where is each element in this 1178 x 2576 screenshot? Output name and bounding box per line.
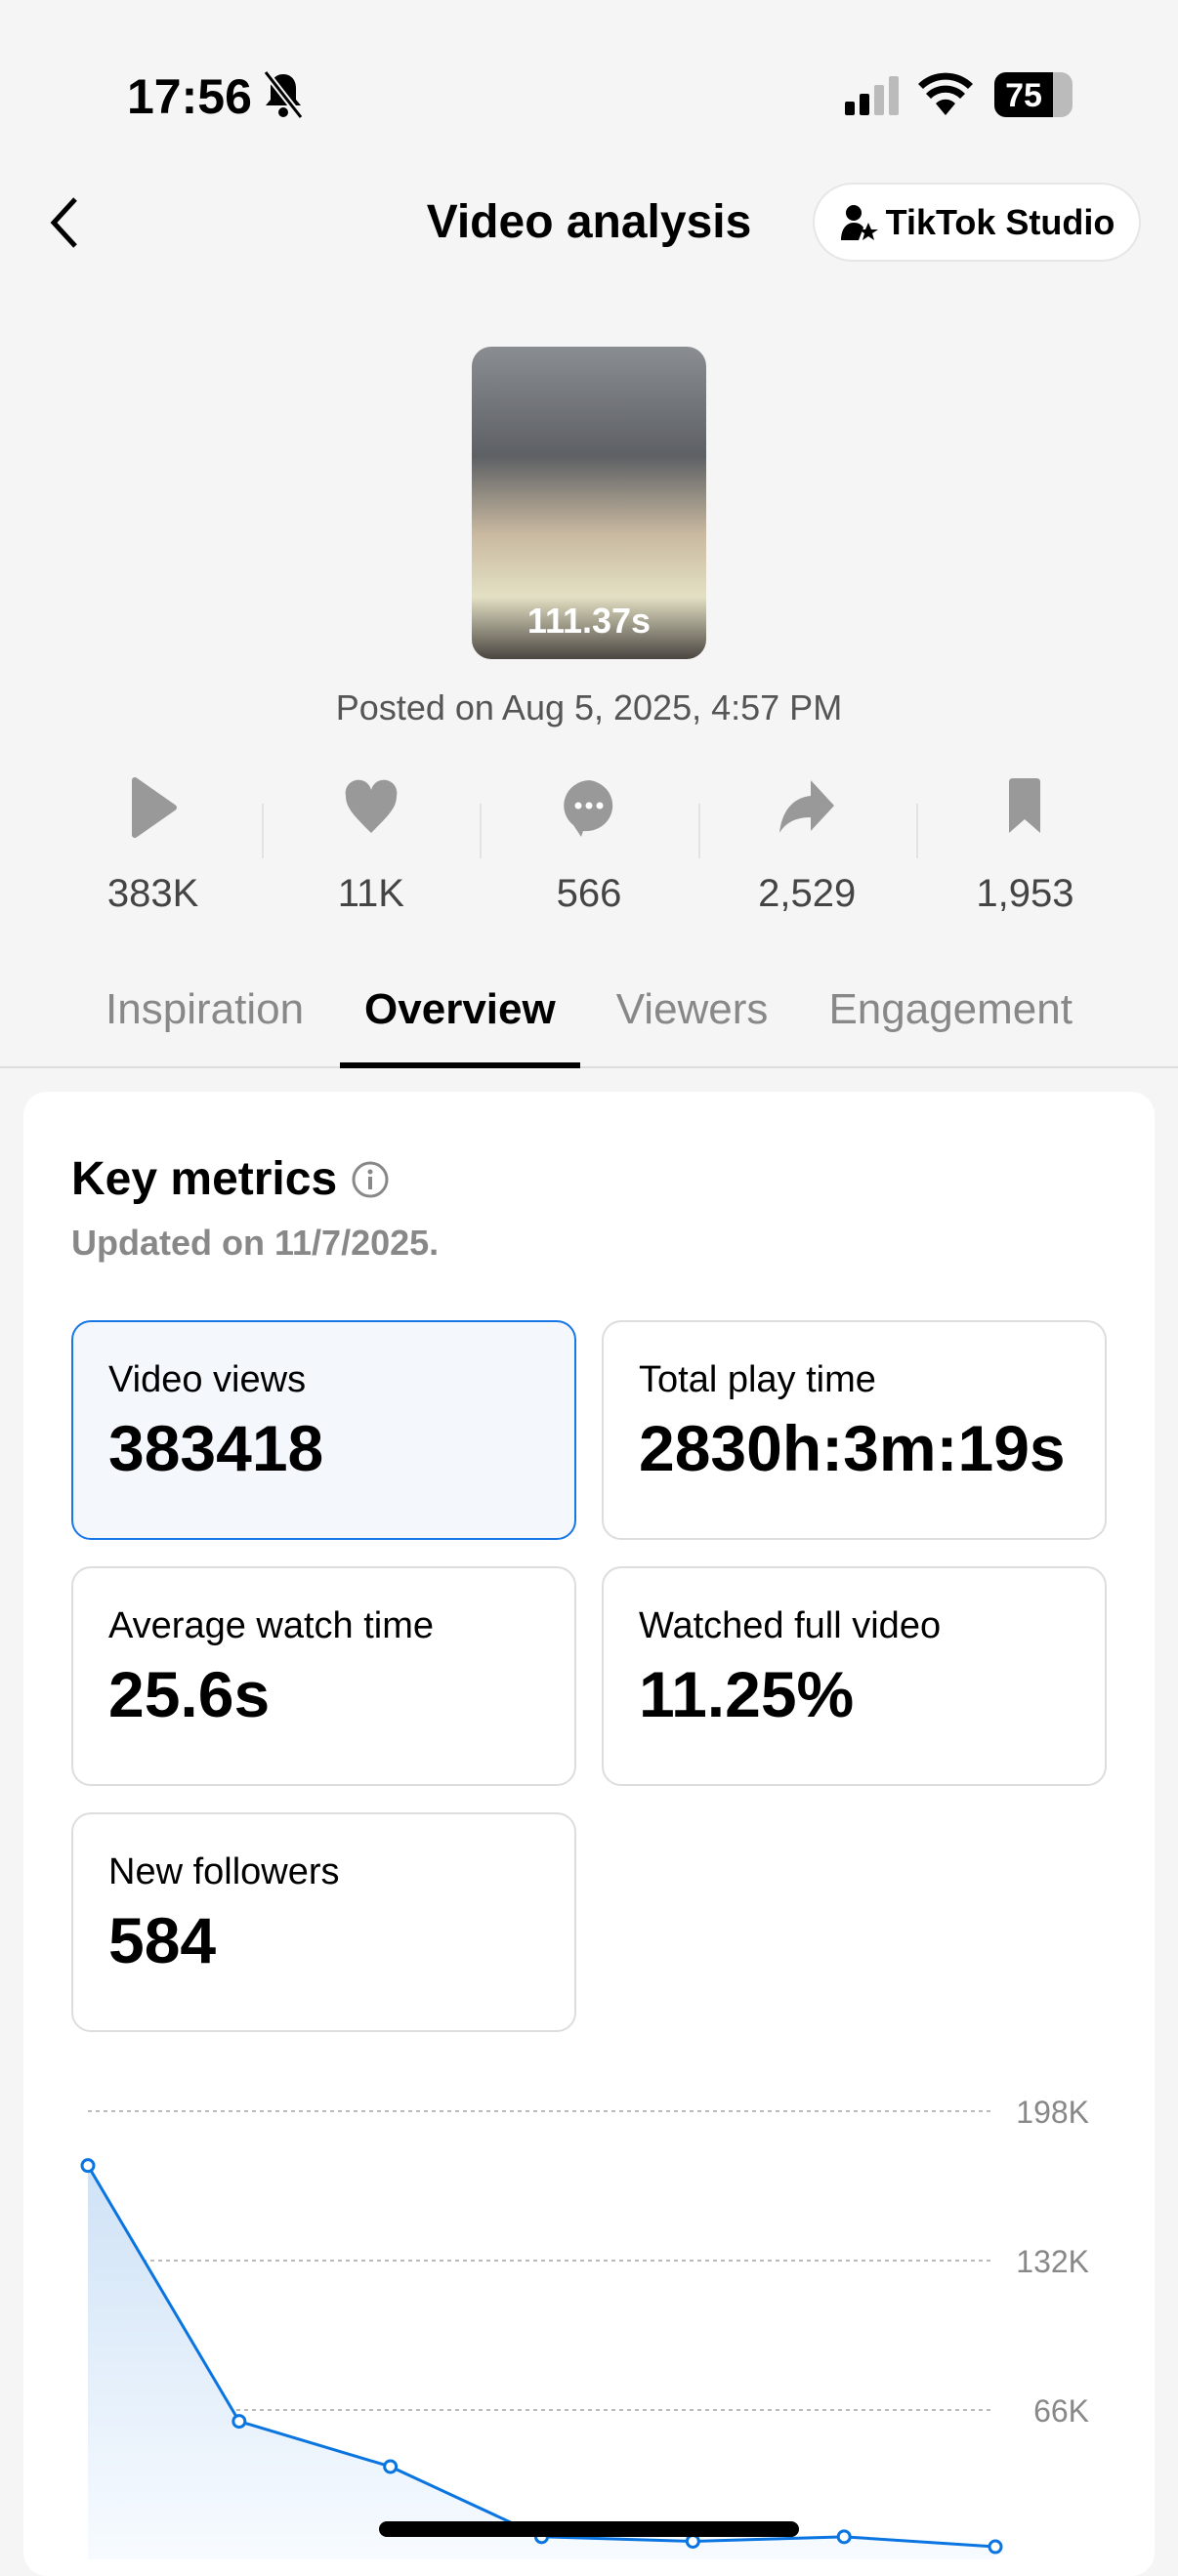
stat-value: 566 <box>556 872 622 915</box>
metric-value: 25.6s <box>108 1658 271 1730</box>
stats-row: 383K 11K 566 2,529 1,953 <box>44 776 1134 916</box>
stat-views: 383K <box>44 776 262 916</box>
stat-value: 1,953 <box>976 872 1074 915</box>
stat-value: 383K <box>106 872 199 915</box>
data-point[interactable] <box>836 2529 852 2545</box>
y-tick-label: 198K <box>1016 2095 1089 2130</box>
comment-icon <box>564 780 613 837</box>
home-indicator[interactable] <box>379 2521 799 2537</box>
heart-icon <box>345 779 398 833</box>
data-point[interactable] <box>80 2158 96 2174</box>
chevron-left-icon[interactable] <box>44 193 83 252</box>
data-point[interactable] <box>383 2459 399 2474</box>
updated-date: Updated on 11/7/2025. <box>71 1223 440 1263</box>
signal-icon <box>845 76 899 115</box>
status-time: 17:56 <box>127 69 252 124</box>
tab-engagement[interactable]: Engagement <box>828 985 1073 1033</box>
metric-new-followers[interactable]: New followers 584 <box>71 1812 576 2032</box>
metric-label: Total play time <box>639 1359 876 1400</box>
studio-label: TikTok Studio <box>885 201 1115 242</box>
y-tick-label: 132K <box>1016 2244 1089 2279</box>
views-chart: 198K 132K 66K <box>80 2095 1089 2559</box>
metric-video-views[interactable]: Video views 383418 <box>71 1320 576 1540</box>
metric-value: 11.25% <box>639 1658 855 1730</box>
stat-value: 11K <box>337 872 404 915</box>
battery-level: 75 <box>1005 77 1042 114</box>
tiktok-studio-button[interactable]: TikTok Studio <box>813 183 1141 262</box>
metric-value: 2830h:3m:19s <box>639 1412 1066 1484</box>
bell-slash-icon <box>263 70 304 119</box>
posted-date: Posted on Aug 5, 2025, 4:57 PM <box>335 687 843 727</box>
data-point[interactable] <box>685 2533 700 2549</box>
info-icon[interactable] <box>351 1160 390 1199</box>
tab-viewers[interactable]: Viewers <box>615 985 769 1033</box>
stat-likes: 11K <box>262 776 480 916</box>
metric-label: Watched full video <box>639 1605 942 1646</box>
share-icon <box>779 780 835 833</box>
stat-comments: 566 <box>480 776 697 916</box>
metric-label: New followers <box>108 1851 340 1892</box>
key-metrics-title: Key metrics <box>71 1153 338 1205</box>
metric-watched-full-video[interactable]: Watched full video 11.25% <box>602 1566 1107 1786</box>
bookmark-icon <box>1009 778 1041 833</box>
metric-label: Video views <box>108 1359 307 1400</box>
tab-bar: Inspiration Overview Viewers Engagement <box>0 976 1178 1068</box>
stat-saves: 1,953 <box>915 776 1134 916</box>
play-icon <box>131 777 177 838</box>
data-point[interactable] <box>988 2539 1003 2555</box>
wifi-icon <box>918 72 973 115</box>
metric-value: 383418 <box>108 1412 324 1484</box>
metric-label: Average watch time <box>108 1605 435 1646</box>
metric-average-watch-time[interactable]: Average watch time 25.6s <box>71 1566 576 1786</box>
metric-value: 584 <box>108 1904 217 1976</box>
y-tick-label: 66K <box>1033 2393 1089 2429</box>
tab-overview[interactable]: Overview <box>334 976 586 1068</box>
page-title: Video analysis <box>426 196 752 248</box>
video-thumbnail[interactable]: 111.37s <box>472 347 706 659</box>
tab-inspiration[interactable]: Inspiration <box>105 985 305 1033</box>
stat-value: 2,529 <box>758 872 857 915</box>
video-duration: 111.37s <box>526 601 652 641</box>
data-point[interactable] <box>231 2414 247 2430</box>
metric-total-play-time[interactable]: Total play time 2830h:3m:19s <box>602 1320 1107 1540</box>
key-metrics-heading: Key metrics <box>71 1152 390 1206</box>
user-star-icon <box>840 204 878 240</box>
battery-icon: 75 <box>994 72 1073 117</box>
area-fill <box>88 2165 995 2559</box>
stat-shares: 2,529 <box>697 776 916 916</box>
